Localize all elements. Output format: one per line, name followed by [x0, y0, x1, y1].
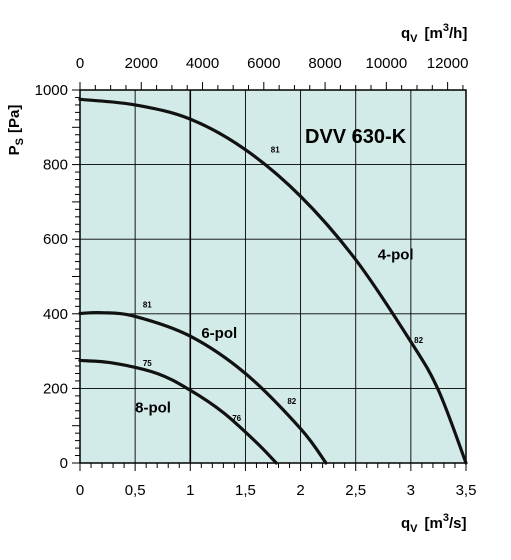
efficiency-label: 82: [287, 397, 296, 406]
efficiency-label: 75: [143, 359, 152, 368]
x-tick-label: 1,5: [235, 482, 256, 499]
x-top-tick-label: 0: [76, 55, 84, 72]
curve-label: 6-pol: [201, 325, 237, 342]
x-tick-label: 1: [186, 482, 194, 499]
x-top-tick-label: 4000: [186, 55, 219, 72]
plot-frame: [79, 89, 467, 464]
x-top-tick-label: 6000: [247, 55, 280, 72]
x-top-tick-label: 10000: [365, 55, 407, 72]
x-top-tick-label: 2000: [125, 55, 158, 72]
labels: 81 82 81 82 75 76 4-pol 6-pol 8-pol: [135, 145, 423, 423]
efficiency-label: 76: [232, 414, 241, 423]
x-tick-label: 2: [296, 482, 304, 499]
x-top-axis-title: qV [m3/h]: [401, 22, 467, 45]
x-tick-label: 0: [76, 482, 84, 499]
y-tick-label: 0: [60, 455, 68, 472]
efficiency-label: 82: [414, 336, 423, 345]
series-line-4-pol: [78, 97, 468, 465]
efficiency-label: 81: [143, 300, 152, 309]
x-tick-label: 3,5: [456, 482, 477, 499]
chart-title: DVV 630-K: [305, 126, 407, 148]
x-tick-label: 3: [407, 482, 415, 499]
y-tick-label: 600: [43, 231, 68, 248]
curve-label: 4-pol: [378, 247, 414, 264]
curves: [78, 97, 468, 465]
curve-label: 8-pol: [135, 400, 171, 417]
y-tick-label: 400: [43, 306, 68, 323]
efficiency-label: 81: [271, 145, 280, 154]
x-bottom-axis-title: qV [m3/s]: [401, 512, 467, 535]
series-line-8-pol: [78, 358, 278, 465]
y-axis-title: PS[Pa]: [6, 105, 26, 156]
y-tick-label: 1000: [35, 82, 68, 99]
y-tick-label: 200: [43, 380, 68, 397]
minor-ticks: [72, 82, 467, 471]
x-top-tick-label: 8000: [308, 55, 341, 72]
y-tick-label: 800: [43, 157, 68, 174]
x-top-tick-label: 12000: [427, 55, 469, 72]
x-tick-label: 0,5: [125, 482, 146, 499]
series-line-6-pol: [78, 310, 328, 465]
x-tick-label: 2,5: [345, 482, 366, 499]
